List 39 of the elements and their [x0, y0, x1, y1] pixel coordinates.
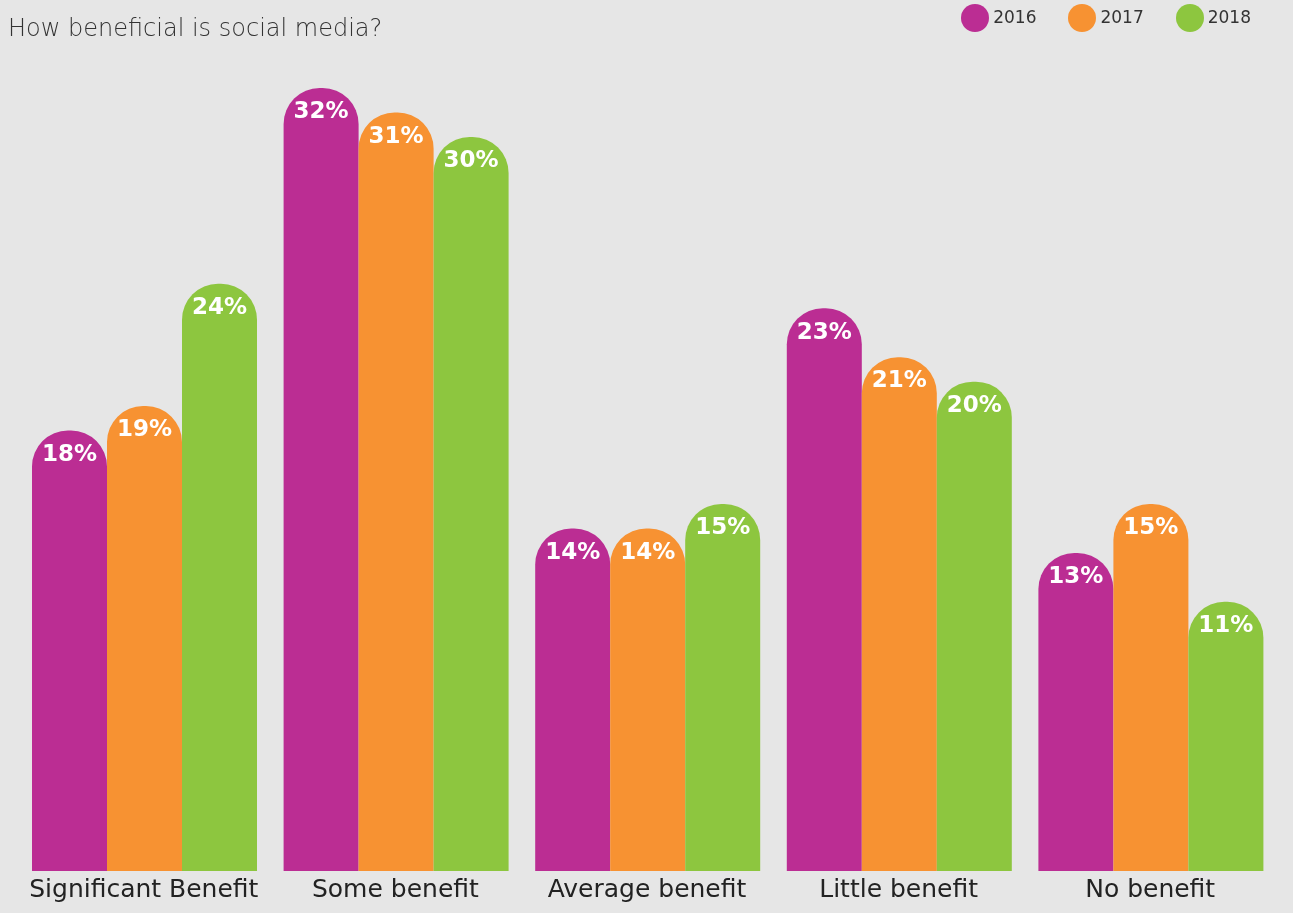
- x-tick-label: Some benefit: [311, 873, 480, 903]
- data-label: 15%: [695, 513, 751, 540]
- bar: [433, 136, 509, 871]
- data-label: 20%: [946, 390, 1002, 417]
- bar: [535, 528, 611, 871]
- bar: [1113, 503, 1189, 871]
- data-label: 19%: [116, 415, 173, 442]
- data-label: 13%: [1048, 562, 1104, 589]
- legend-label: 2018: [1207, 7, 1251, 27]
- bar: [32, 430, 107, 871]
- data-label: 30%: [443, 146, 499, 173]
- bar: [861, 357, 937, 871]
- data-label: 31%: [368, 121, 424, 148]
- x-tick-label: Little benefit: [819, 873, 979, 903]
- data-label: 14%: [620, 537, 676, 564]
- bar: [283, 88, 359, 871]
- data-label: 15%: [1123, 513, 1179, 540]
- data-label: 21%: [871, 366, 927, 393]
- bar: [182, 283, 257, 871]
- bar: [358, 112, 434, 871]
- legend-label: 2016: [993, 7, 1037, 27]
- chart-title: How beneficial is social media?: [8, 14, 383, 42]
- x-tick-label: No benefit: [1085, 873, 1216, 903]
- x-tick-label: Average benefit: [547, 873, 747, 903]
- data-label: 24%: [191, 293, 248, 320]
- data-label: 23%: [796, 317, 852, 344]
- bar: [107, 406, 182, 871]
- bar: [936, 381, 1012, 871]
- x-tick-label: Significant Benefit: [29, 873, 259, 903]
- bar: [1188, 601, 1264, 871]
- legend-label: 2017: [1100, 7, 1144, 27]
- bar: [610, 528, 686, 871]
- bar: [685, 503, 761, 871]
- data-label: 32%: [293, 97, 349, 124]
- data-label: 14%: [545, 537, 601, 564]
- bar: [786, 308, 862, 871]
- data-label: 11%: [1198, 611, 1254, 638]
- bar: [1038, 552, 1114, 871]
- data-label: 18%: [41, 439, 98, 466]
